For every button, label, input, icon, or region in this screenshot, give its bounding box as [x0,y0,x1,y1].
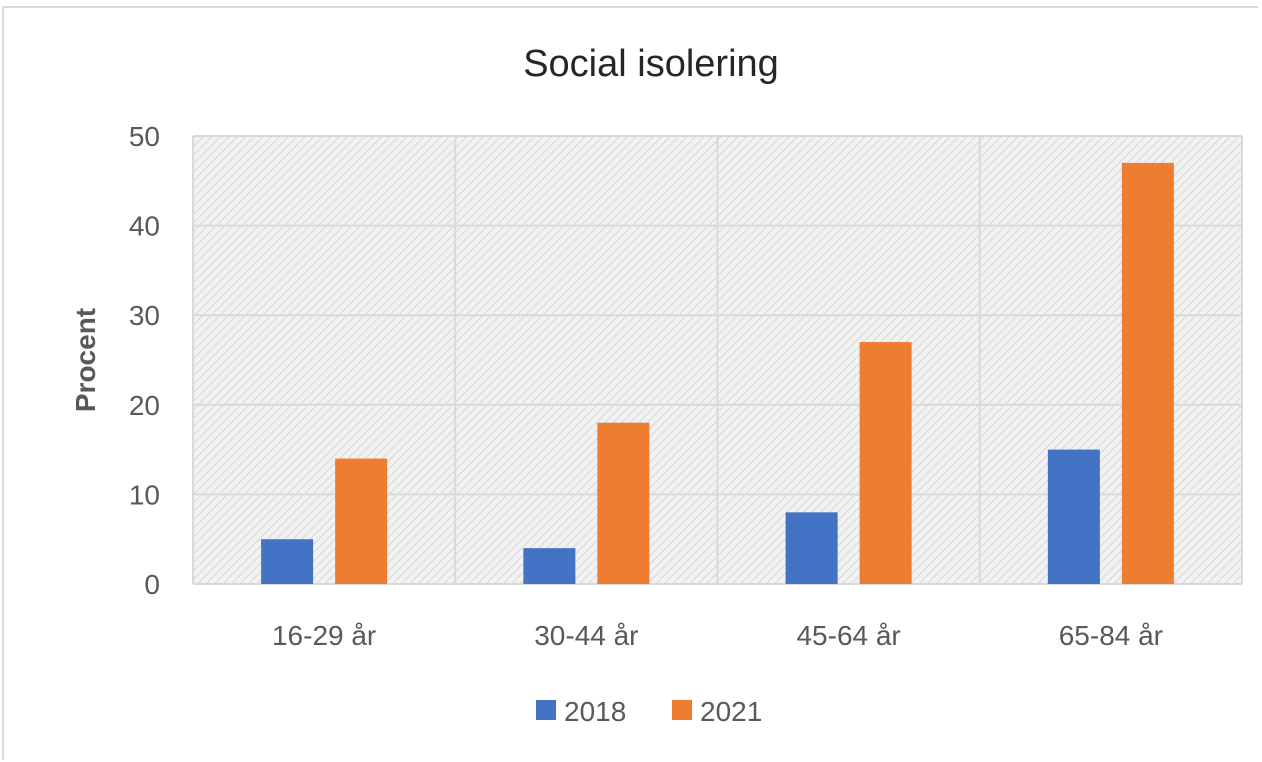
x-category-label: 45-64 år [796,620,900,651]
y-tick-label: 50 [129,121,160,152]
legend-label: 2021 [700,696,762,727]
bars [261,162,1174,584]
y-tick-label: 0 [144,569,160,600]
y-axis-ticks: 0 10 20 30 40 50 [129,121,160,600]
bar-2021-1 [597,422,650,584]
x-category-label: 30-44 år [534,620,638,651]
bar-2018-0 [261,539,314,584]
gridlines [192,135,1243,585]
legend-swatch-2018 [536,700,556,720]
chart-title: Social isolering [523,43,779,85]
legend: 2018 2021 [536,696,762,727]
bar-2021-2 [859,342,912,584]
y-tick-label: 40 [129,211,160,242]
legend-label: 2018 [564,696,626,727]
y-tick-label: 20 [129,390,160,421]
x-category-label: 65-84 år [1059,620,1163,651]
y-tick-label: 30 [129,300,160,331]
bar-2021-3 [1121,162,1174,584]
bar-2018-2 [785,512,838,584]
y-axis-label: Procent [70,308,101,412]
bar-2018-3 [1047,449,1100,584]
legend-swatch-2021 [672,700,692,720]
y-tick-label: 10 [129,479,160,510]
x-category-label: 16-29 år [272,620,376,651]
x-axis-categories: 16-29 år 30-44 år 45-64 år 65-84 år [272,620,1163,651]
bar-2021-0 [335,458,388,584]
bar-2018-1 [523,548,576,584]
